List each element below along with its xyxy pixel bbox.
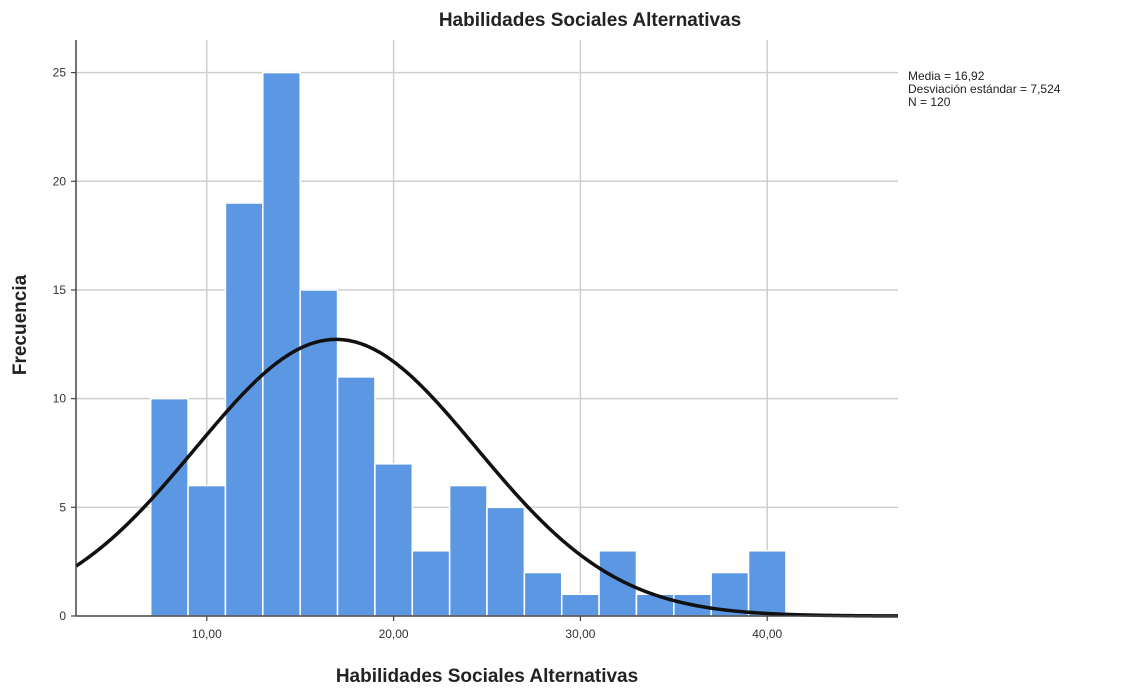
y-tick-label-3: 15 — [53, 283, 67, 297]
normal-curve-layer — [75, 337, 899, 618]
stats-legend: Media = 16,92 Desviación estándar = 7,52… — [908, 69, 1061, 109]
y-tick-label-2: 10 — [53, 392, 67, 406]
axes — [75, 40, 898, 617]
y-tick-label-4: 20 — [53, 174, 67, 188]
histogram-bar-16 — [747, 550, 787, 617]
histogram-bar-1 — [187, 484, 227, 617]
histogram-bar-11 — [560, 593, 600, 617]
x-tick-label-3: 40,00 — [752, 627, 782, 641]
stat-std-dev: Desviación estándar = 7,524 — [908, 82, 1061, 96]
x-tick-label-0: 10,00 — [192, 627, 222, 641]
y-tick-labels: 0 5 10 15 20 25 — [53, 66, 76, 623]
histogram-bar-2 — [224, 202, 264, 617]
histogram-bar-5 — [336, 376, 376, 617]
histogram-bar-10 — [523, 571, 563, 617]
histogram-bar-9 — [486, 506, 526, 617]
y-tick-label-5: 25 — [53, 66, 67, 80]
histogram-bar-0 — [149, 397, 189, 617]
histogram-bar-12 — [598, 550, 638, 617]
histogram-bar-6 — [374, 463, 414, 617]
x-tick-label-1: 20,00 — [379, 627, 409, 641]
y-tick-label-1: 5 — [59, 500, 66, 514]
y-axis-title: Frecuencia — [10, 274, 31, 375]
stat-mean: Media = 16,92 — [908, 69, 985, 83]
histogram-bar-8 — [448, 484, 488, 617]
histogram-bar-7 — [411, 550, 451, 617]
y-tick-label-0: 0 — [59, 609, 66, 623]
x-axis-title: Habilidades Sociales Alternativas — [336, 666, 638, 687]
chart-title: Habilidades Sociales Alternativas — [439, 10, 741, 31]
histogram-bar-3 — [262, 71, 301, 617]
normal-curve — [75, 337, 899, 618]
stat-n: N = 120 — [908, 95, 951, 109]
x-tick-labels: 10,00 20,00 30,00 40,00 — [192, 616, 783, 641]
histogram-bars — [149, 71, 787, 617]
x-tick-label-2: 30,00 — [565, 627, 595, 641]
